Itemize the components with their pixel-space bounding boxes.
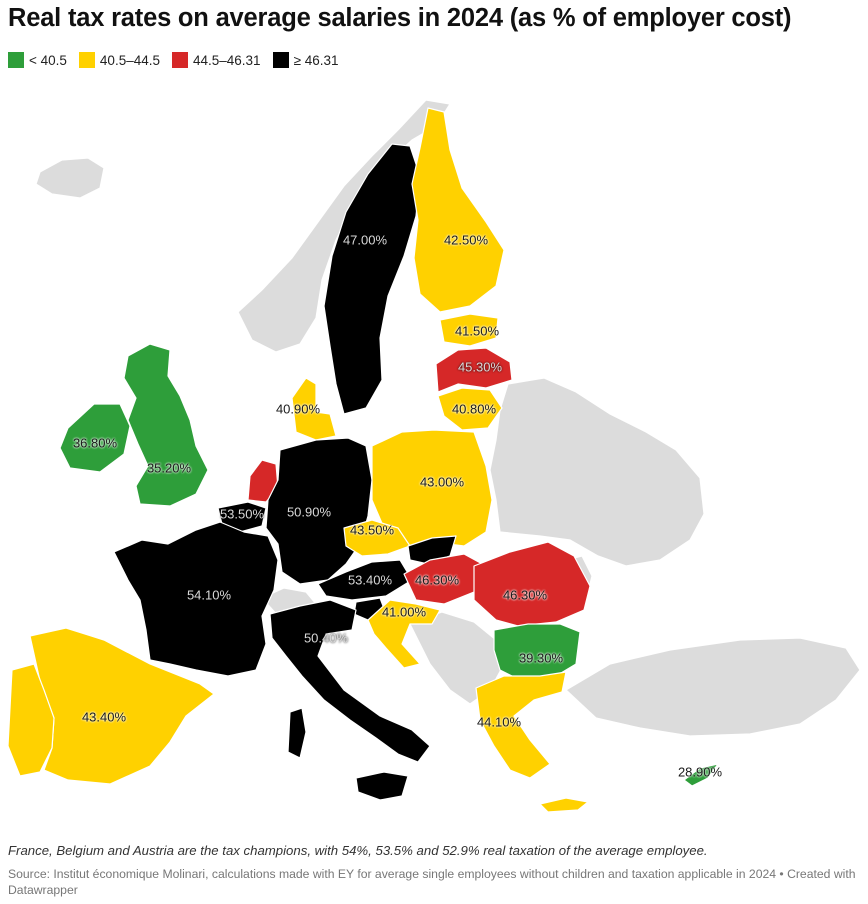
label-italy: 50.40% [303, 630, 349, 646]
legend-label-black: ≥ 46.31 [293, 52, 339, 68]
legend-swatch-red [171, 52, 188, 68]
iceland-shape [35, 157, 105, 199]
legend-item-yellow: 40.5–44.5 [78, 52, 160, 68]
label-belgium: 53.50% [219, 506, 265, 522]
label-latvia: 45.30% [457, 359, 503, 375]
france-shape [113, 521, 279, 677]
legend-item-black: ≥ 46.31 [272, 52, 339, 68]
chart-title: Real tax rates on average salaries in 20… [8, 4, 792, 32]
portugal-shape [7, 663, 55, 777]
label-austria: 53.40% [347, 572, 393, 588]
croatia-shape [367, 599, 441, 669]
bulgaria-shape [493, 623, 581, 681]
latvia-shape [435, 347, 513, 393]
legend-label-yellow: 40.5–44.5 [99, 52, 160, 68]
russia-belarus-ukraine-shape [489, 377, 705, 567]
czechia-shape [343, 519, 411, 557]
europe-map [7, 99, 861, 813]
label-spain: 43.40% [81, 709, 127, 725]
sicily-shape [355, 771, 409, 801]
italy-shape [269, 599, 431, 763]
label-uk: 35.20% [146, 460, 192, 476]
label-cyprus: 28.90% [677, 764, 723, 780]
label-germany: 50.90% [286, 504, 332, 520]
balkans-shape [409, 611, 505, 705]
turkey-shape [565, 637, 861, 737]
finland-shape [411, 107, 505, 313]
sardinia-shape [287, 707, 307, 759]
cyprus-shape [683, 763, 719, 787]
label-poland: 43.00% [419, 474, 465, 490]
legend-swatch-black [272, 52, 289, 68]
sweden-shape [323, 143, 421, 415]
chart-note: France, Belgium and Austria are the tax … [8, 843, 708, 858]
estonia-shape [439, 313, 499, 347]
label-bulgaria: 39.30% [518, 650, 564, 666]
legend-item-green: < 40.5 [8, 52, 67, 68]
legend-swatch-yellow [78, 52, 95, 68]
lithuania-shape [437, 387, 503, 431]
label-finland: 42.50% [443, 232, 489, 248]
crete-shape [539, 797, 589, 813]
uk-shape [123, 343, 209, 507]
label-hungary: 46.30% [414, 572, 460, 588]
label-romania: 46.30% [502, 587, 548, 603]
romania-shape [473, 541, 591, 627]
label-denmark: 40.90% [275, 401, 321, 417]
label-estonia: 41.50% [454, 323, 500, 339]
greece-shape [475, 671, 567, 779]
chart-source: Source: Institut économique Molinari, ca… [8, 867, 856, 897]
legend-swatch-green [8, 52, 24, 68]
label-greece: 44.10% [476, 714, 522, 730]
denmark-shape [291, 377, 337, 441]
label-croatia: 41.00% [381, 604, 427, 620]
label-france: 54.10% [186, 587, 232, 603]
label-ireland: 36.80% [72, 435, 118, 451]
ireland-shape [59, 403, 131, 473]
germany-shape [265, 437, 373, 585]
legend-label-red: 44.5–46.31 [192, 52, 261, 68]
label-czechia: 43.50% [349, 522, 395, 538]
label-sweden: 47.00% [342, 232, 388, 248]
legend-label-green: < 40.5 [29, 52, 67, 68]
legend: < 40.5 40.5–44.5 44.5–46.31 ≥ 46.31 [8, 52, 339, 68]
legend-item-red: 44.5–46.31 [171, 52, 261, 68]
label-lithuania: 40.80% [451, 401, 497, 417]
